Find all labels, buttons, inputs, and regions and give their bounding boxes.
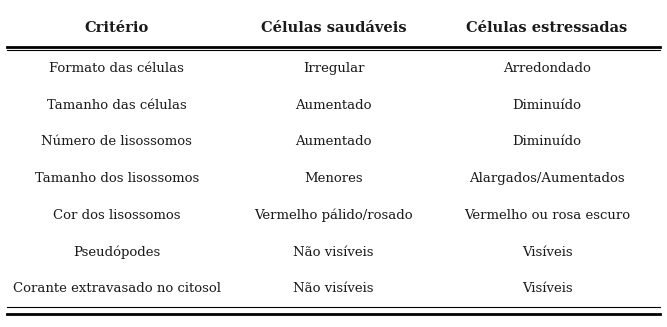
Text: Cor dos lisossomos: Cor dos lisossomos bbox=[53, 209, 181, 222]
Text: Formato das células: Formato das células bbox=[49, 62, 184, 75]
Text: Diminuído: Diminuído bbox=[512, 135, 582, 148]
Text: Células estressadas: Células estressadas bbox=[466, 21, 628, 35]
Text: Número de lisossomos: Número de lisossomos bbox=[41, 135, 192, 148]
Text: Não visíveis: Não visíveis bbox=[293, 246, 374, 259]
Text: Corante extravasado no citosol: Corante extravasado no citosol bbox=[13, 283, 221, 296]
Text: Tamanho das células: Tamanho das células bbox=[47, 99, 187, 112]
Text: Vermelho pálido/rosado: Vermelho pálido/rosado bbox=[254, 209, 413, 222]
Text: Visíveis: Visíveis bbox=[522, 283, 572, 296]
Text: Células saudáveis: Células saudáveis bbox=[261, 21, 406, 35]
Text: Irregular: Irregular bbox=[303, 62, 364, 75]
Text: Arredondado: Arredondado bbox=[503, 62, 591, 75]
Text: Aumentado: Aumentado bbox=[295, 135, 372, 148]
Text: Aumentado: Aumentado bbox=[295, 99, 372, 112]
Text: Visíveis: Visíveis bbox=[522, 246, 572, 259]
Text: Menores: Menores bbox=[304, 172, 363, 185]
Text: Pseudópodes: Pseudópodes bbox=[73, 246, 160, 259]
Text: Alargados/Aumentados: Alargados/Aumentados bbox=[469, 172, 625, 185]
Text: Critério: Critério bbox=[85, 21, 149, 35]
Text: Não visíveis: Não visíveis bbox=[293, 283, 374, 296]
Text: Diminuído: Diminuído bbox=[512, 99, 582, 112]
Text: Tamanho dos lisossomos: Tamanho dos lisossomos bbox=[35, 172, 199, 185]
Text: Vermelho ou rosa escuro: Vermelho ou rosa escuro bbox=[464, 209, 630, 222]
